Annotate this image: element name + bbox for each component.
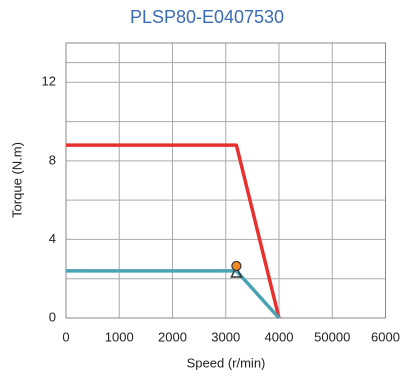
grid — [65, 42, 386, 319]
y-tick-label: 12 — [42, 74, 56, 89]
plot — [66, 143, 281, 320]
x-axis-label: Speed (r/min) — [187, 355, 266, 370]
y-tick-label: 0 — [49, 309, 56, 324]
series-line — [66, 143, 281, 319]
x-tick-label: 3000 — [211, 329, 240, 344]
x-tick-label: 50000 — [314, 329, 350, 344]
x-tick-label: 6000 — [371, 329, 400, 344]
chart-title: PLSP80-E0407530 — [130, 7, 284, 27]
x-tick-label: 4000 — [265, 329, 294, 344]
operating-point — [231, 260, 242, 272]
x-tick-label: 2000 — [158, 329, 187, 344]
y-axis-label: Torque (N.m) — [9, 142, 24, 218]
x-tick-label: 1000 — [105, 329, 134, 344]
point-icon — [230, 265, 243, 278]
y-tick-label: 4 — [49, 231, 56, 246]
plot-border — [65, 42, 386, 319]
x-tick-label: 0 — [62, 329, 69, 344]
y-tick-label: 8 — [49, 152, 56, 167]
